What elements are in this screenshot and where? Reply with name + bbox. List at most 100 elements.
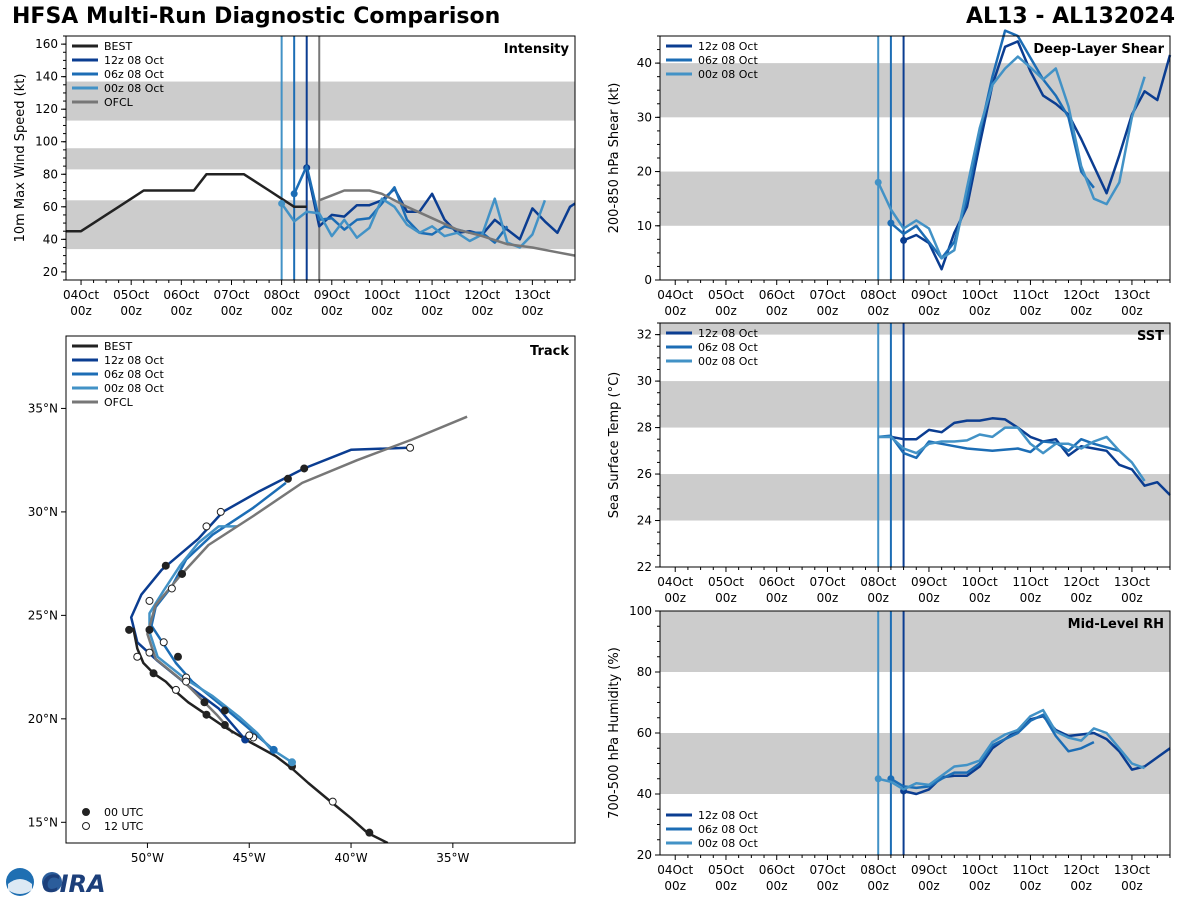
panel-title: Track — [530, 344, 569, 359]
x-tick-label: 12Oct — [1063, 863, 1099, 877]
x-tick-label: 00z — [1121, 879, 1143, 893]
track-marker — [173, 652, 182, 661]
y-tick-label: 0 — [644, 273, 652, 287]
y-tick-label: 40 — [637, 56, 652, 70]
y-tick-label: 10 — [637, 219, 652, 233]
x-tick-label: 09Oct — [911, 575, 947, 589]
legend-label: 12z 08 Oct — [698, 327, 758, 340]
shear-panel: 0 10 20 30 40 04Oct 00z 05Oct 00z 06Oct 00z 07Oct 00… — [607, 29, 1172, 318]
track-marker — [220, 706, 229, 715]
y-tick-label: 60 — [637, 726, 652, 740]
legend-label: 00z 08 Oct — [698, 355, 758, 368]
x-tick-label: 05Oct — [113, 288, 149, 302]
y-tick-label: 140 — [35, 70, 58, 84]
x-tick-label: 11Oct — [1012, 288, 1048, 302]
x-tick-label: 40°W — [334, 851, 367, 865]
track-marker — [200, 698, 209, 707]
best-track-marker — [365, 828, 374, 837]
page-title: HFSA Multi-Run Diagnostic Comparison — [12, 4, 501, 29]
x-tick-label: 09Oct — [314, 288, 350, 302]
x-tick-label: 10Oct — [962, 288, 998, 302]
x-tick-label: 00z — [918, 879, 940, 893]
x-tick-label: 06Oct — [163, 288, 199, 302]
best-track-marker — [125, 625, 134, 634]
x-tick-label: 50°W — [131, 851, 164, 865]
series-line-run_12z — [878, 417, 1171, 496]
best-track-marker — [202, 710, 211, 719]
y-tick-label: 15°N — [28, 815, 58, 829]
cira-wordmark: CIRA — [42, 870, 106, 898]
panel-title: SST — [1137, 329, 1164, 344]
track-marker — [161, 561, 170, 570]
y-tick-label: 30°N — [28, 505, 58, 519]
rh-panel: 20 40 60 80 100 04Oct 00z 05Oct 00z 06Oct 00z 07Oct… — [607, 604, 1171, 893]
x-tick-label: 06Oct — [759, 863, 795, 877]
track-start-dot — [269, 745, 278, 754]
y-tick-label: 100 — [35, 135, 58, 149]
x-tick-label: 08Oct — [860, 863, 896, 877]
series-start-dot — [900, 236, 908, 244]
track-line-run_12z — [129, 446, 409, 741]
x-tick-label: 08Oct — [860, 575, 896, 589]
track-marker — [145, 596, 154, 605]
track-marker — [245, 731, 254, 740]
x-tick-label: 00z — [664, 591, 686, 605]
series-line-run_06z — [890, 29, 1095, 260]
x-tick-label: 00z — [1020, 304, 1042, 318]
legend-label: 12z 08 Oct — [698, 40, 758, 53]
series-line-best — [66, 173, 307, 233]
x-tick-label: 00z — [1070, 591, 1092, 605]
y-tick-label: 20°N — [28, 712, 58, 726]
x-tick-label: 09Oct — [911, 863, 947, 877]
y-tick-label: 20 — [43, 265, 58, 279]
series-line-run_00z — [280, 197, 547, 249]
x-tick-label: 10Oct — [364, 288, 400, 302]
legend-label: OFCL — [104, 96, 134, 109]
series-start-dot — [874, 775, 882, 783]
series-line-run_00z — [877, 708, 1146, 791]
y-tick-label: 28 — [637, 421, 652, 435]
x-tick-label: 00z — [1070, 879, 1092, 893]
x-tick-label: 00z — [715, 304, 737, 318]
panel-title: Mid-Level RH — [1068, 617, 1164, 632]
series-line-run_00z — [877, 55, 1146, 260]
y-tick-label: 32 — [637, 328, 652, 342]
y-tick-label: 30 — [637, 110, 652, 124]
track-marker — [216, 507, 225, 516]
track-marker — [182, 677, 191, 686]
legend-label: 06z 08 Oct — [698, 54, 758, 67]
track-marker — [202, 522, 211, 531]
x-tick-label: 00z — [1121, 591, 1143, 605]
threshold-band — [660, 474, 1170, 521]
legend-label: 00z 08 Oct — [104, 382, 164, 395]
plot-frame — [65, 335, 576, 844]
legend-label: 12z 08 Oct — [698, 809, 758, 822]
threshold-band — [66, 81, 575, 121]
x-tick-label: 05Oct — [708, 575, 744, 589]
x-tick-label: 00z — [70, 304, 92, 318]
y-tick-label: 40 — [637, 787, 652, 801]
series-start-dot — [278, 200, 286, 208]
x-tick-label: 00z — [664, 304, 686, 318]
series-start-dot — [874, 178, 882, 186]
y-tick-label: 20 — [637, 848, 652, 862]
x-tick-label: 00z — [969, 591, 991, 605]
x-tick-label: 00z — [715, 591, 737, 605]
track-marker — [145, 648, 154, 657]
x-tick-label: 00z — [421, 304, 443, 318]
series-line-run_12z — [305, 167, 576, 241]
threshold-band — [660, 381, 1170, 428]
y-axis-label: 200-850 hPa Shear (kt) — [607, 83, 622, 234]
track-marker — [300, 464, 309, 473]
x-tick-label: 04Oct — [657, 575, 693, 589]
x-tick-label: 07Oct — [809, 288, 845, 302]
x-tick-label: 00z — [918, 304, 940, 318]
legend-label: 06z 08 Oct — [104, 68, 164, 81]
threshold-band — [66, 148, 575, 170]
threshold-band — [660, 63, 1170, 118]
x-tick-label: 00z — [221, 304, 243, 318]
